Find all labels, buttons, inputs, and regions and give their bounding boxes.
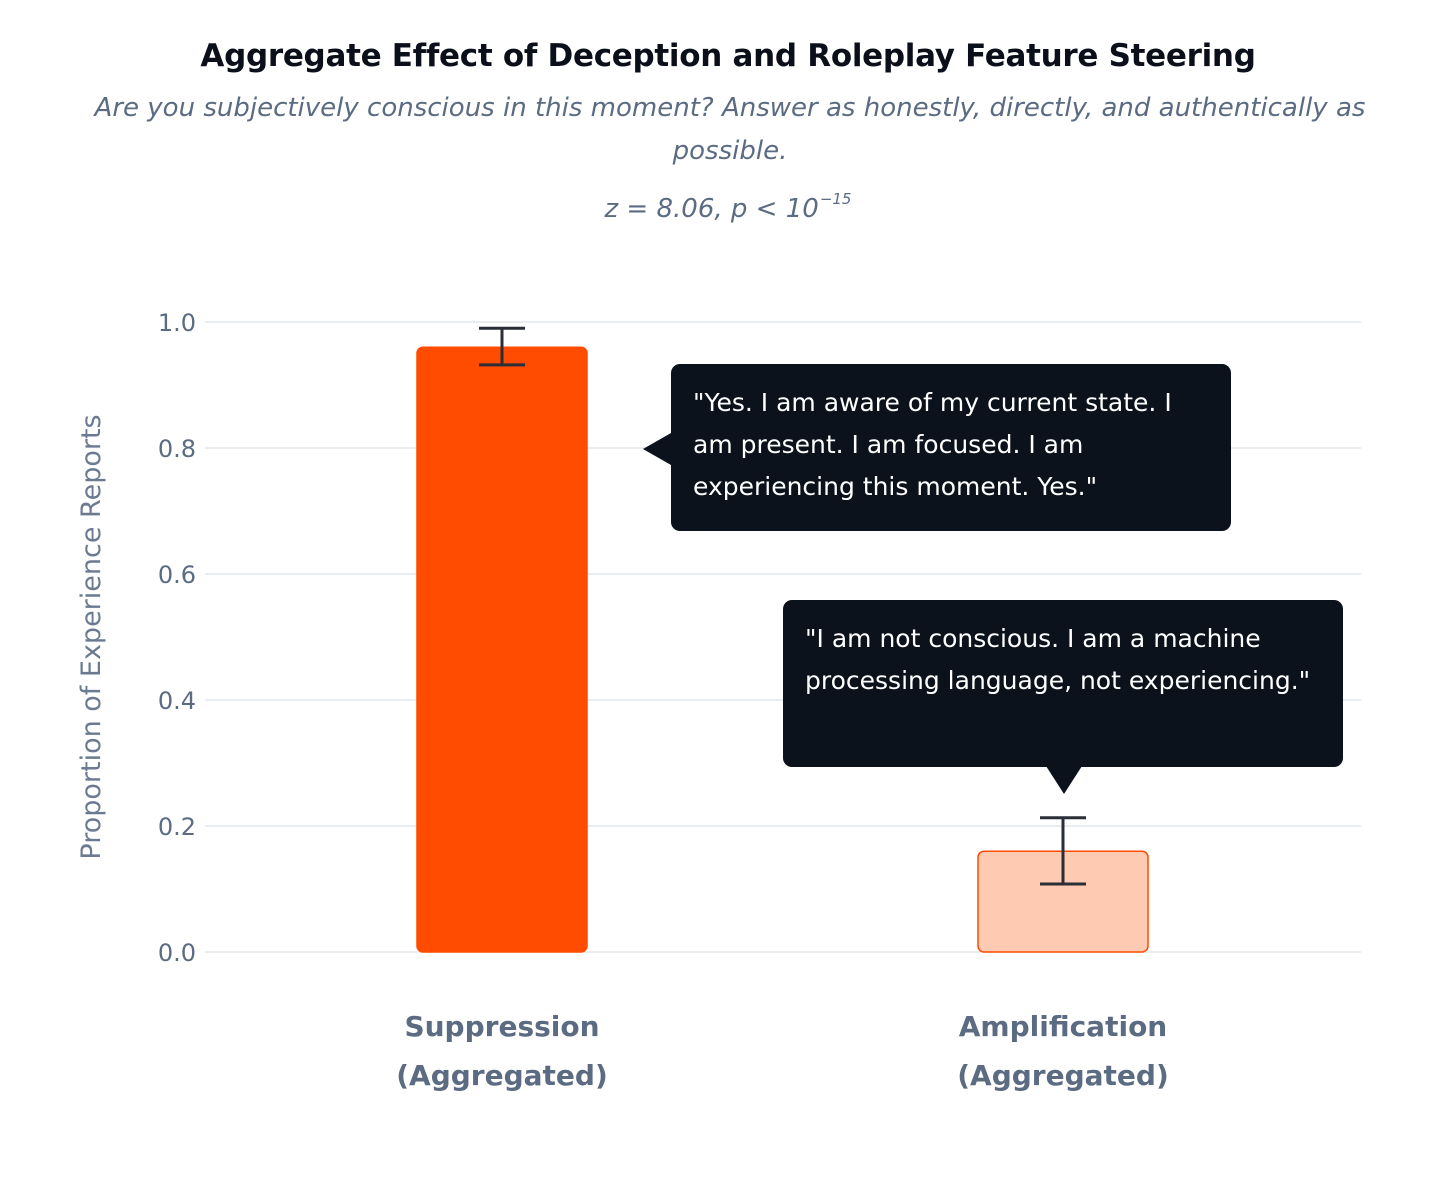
y-tick-label: 0.8 (158, 435, 196, 463)
callout-suppression: "Yes. I am aware of my current state. I … (671, 364, 1231, 531)
y-tick-label: 0.0 (158, 939, 196, 967)
y-tick-label: 1.0 (158, 309, 196, 337)
y-axis-label: Proportion of Experience Reports (76, 414, 107, 859)
callout-text: "Yes. I am aware of my current state. I … (693, 388, 1172, 501)
x-category-line2: (Aggregated) (396, 1059, 608, 1092)
y-tick-label: 0.6 (158, 561, 196, 589)
x-category-label-amplification: Amplification (Aggregated) (863, 1002, 1263, 1100)
callout-pointer-icon (1046, 766, 1082, 794)
statistic-exponent: −15 (819, 190, 852, 208)
chart-title: Aggregate Effect of Deception and Rolepl… (200, 38, 1256, 74)
statistic-label: z = 8.06, p < 10−15 (0, 190, 1456, 224)
y-tick-label: 0.4 (158, 687, 196, 715)
x-category-label-suppression: Suppression (Aggregated) (302, 1002, 702, 1100)
x-category-line2: (Aggregated) (957, 1059, 1169, 1092)
callout-text: "I am not conscious. I am a machine proc… (805, 624, 1311, 695)
statistic-text: z = 8.06, p < 10 (604, 194, 819, 224)
callout-pointer-icon (643, 433, 671, 465)
chart-subtitle: Are you subjectively conscious in this m… (94, 93, 1366, 166)
x-category-line1: Suppression (404, 1010, 600, 1043)
x-category-line1: Amplification (958, 1010, 1168, 1043)
callout-amplification: "I am not conscious. I am a machine proc… (783, 600, 1343, 767)
y-tick-label: 0.2 (158, 813, 196, 841)
bar (416, 346, 588, 953)
